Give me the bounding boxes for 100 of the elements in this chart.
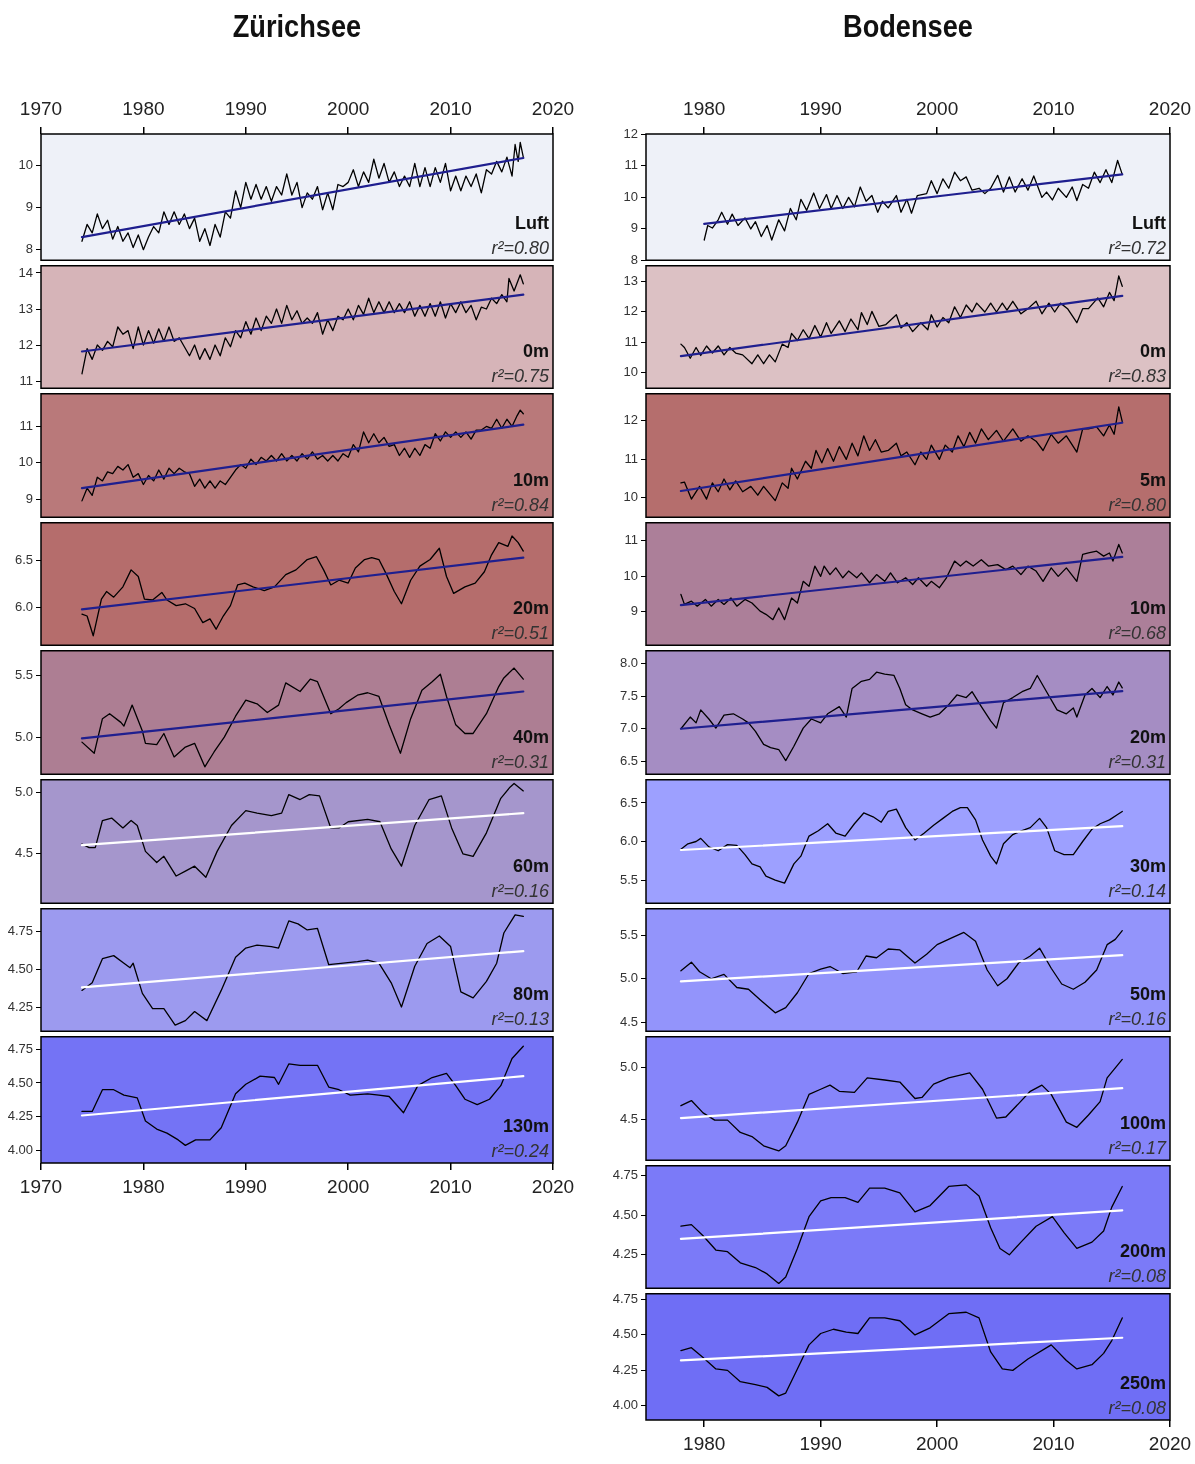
- annotation: 200m: [1119, 1241, 1166, 1262]
- y-tick-label: 6.0: [14, 599, 33, 615]
- y-tick-label: 4.25: [612, 1246, 638, 1262]
- y-tick-label: 4.25: [7, 1108, 33, 1124]
- y-tick-label: 4.5: [619, 1014, 638, 1030]
- chart-title: Bodensee: [842, 8, 974, 45]
- x-tick-label: 1970: [19, 97, 63, 119]
- x-tick-label: 2000: [327, 1175, 370, 1197]
- y-tick-label: 8: [630, 251, 638, 267]
- y-tick-label: 5.5: [619, 926, 638, 942]
- x-tick-label: 2010: [429, 1175, 472, 1197]
- y-tick-label: 13: [623, 272, 638, 288]
- y-tick-label: 4.50: [7, 960, 33, 976]
- x-tick-label: 2020: [531, 1175, 575, 1197]
- y-tick-label: 9: [25, 490, 33, 506]
- chart-title: Zürichsee: [231, 8, 363, 45]
- y-tick-label: 10: [623, 489, 638, 505]
- y-tick-label: 12: [18, 336, 33, 352]
- y-tick-label: 4.5: [619, 1110, 638, 1126]
- y-tick-label: 10: [623, 188, 638, 204]
- annotation: 20m: [1129, 727, 1166, 748]
- annotation: r²=0.31: [1108, 752, 1166, 773]
- annotation: r²=0.24: [491, 1141, 549, 1161]
- y-tick-label: 4.25: [7, 998, 33, 1014]
- annotation: r²=0.17: [1108, 1138, 1167, 1159]
- y-tick-label: 10: [623, 567, 638, 583]
- y-tick-label: 13: [18, 300, 33, 316]
- y-tick-label: 6.5: [619, 752, 638, 768]
- annotation: r²=0.14: [1108, 881, 1166, 902]
- x-tick-label: 1990: [799, 1432, 842, 1454]
- annotation: r²=0.75: [491, 366, 550, 387]
- annotation: r²=0.08: [1108, 1266, 1166, 1287]
- annotation: 0m: [1139, 341, 1166, 362]
- annotation: r²=0.84: [491, 495, 549, 516]
- annotation: 0m: [522, 341, 549, 362]
- annotation: 130m: [502, 1116, 549, 1136]
- annotation: r²=0.13: [491, 1009, 549, 1030]
- x-tick-label: 1980: [122, 97, 165, 119]
- annotation: 50m: [1129, 984, 1166, 1005]
- y-tick-label: 4.50: [7, 1074, 33, 1090]
- y-tick-label: 12: [623, 412, 638, 428]
- y-tick-label: 4.75: [7, 1040, 33, 1056]
- y-tick-label: 11: [19, 372, 33, 388]
- y-tick-label: 14: [18, 264, 33, 280]
- x-tick-label: 2000: [915, 1432, 959, 1454]
- y-tick-label: 6.5: [14, 552, 33, 568]
- annotation: r²=0.83: [1108, 366, 1166, 387]
- x-tick-label: 2010: [1032, 97, 1075, 119]
- y-tick-label: 4.5: [14, 845, 33, 861]
- annotation: r²=0.31: [491, 752, 549, 773]
- y-tick-label: 10: [623, 364, 638, 380]
- y-tick-label: 10: [18, 454, 33, 470]
- x-tick-label: 2010: [429, 97, 472, 119]
- x-tick-label: 1980: [683, 1432, 726, 1454]
- y-tick-label: 11: [624, 532, 638, 548]
- annotation: Luft: [1132, 213, 1166, 234]
- x-tick-label: 1970: [19, 1175, 63, 1197]
- y-tick-label: 9: [25, 199, 33, 215]
- annotation: r²=0.51: [491, 623, 549, 644]
- annotation: r²=0.16: [1108, 1009, 1167, 1030]
- x-tick-label: 2020: [1148, 97, 1192, 119]
- y-tick-label: 4.00: [612, 1397, 638, 1413]
- y-tick-label: 11: [624, 333, 638, 349]
- x-tick-label: 1980: [122, 1175, 165, 1197]
- annotation: 30m: [1129, 856, 1166, 877]
- annotation: r²=0.68: [1108, 623, 1166, 644]
- y-tick-label: 8.0: [619, 655, 638, 671]
- y-tick-label: 9: [630, 603, 638, 619]
- x-tick-label: 1990: [224, 97, 267, 119]
- x-tick-label: 1990: [224, 1175, 267, 1197]
- y-tick-label: 8: [25, 241, 33, 257]
- x-tick-label: 1980: [683, 97, 726, 119]
- y-tick-label: 5.0: [14, 728, 33, 744]
- y-tick-label: 11: [624, 157, 638, 173]
- y-tick-label: 5.5: [14, 667, 33, 683]
- annotation: 80m: [512, 984, 549, 1005]
- y-tick-label: 6.5: [619, 794, 638, 810]
- annotation: r²=0.08: [1108, 1398, 1166, 1418]
- x-tick-label: 2020: [1148, 1432, 1192, 1454]
- y-tick-label: 11: [624, 450, 638, 466]
- y-tick-label: 9: [630, 220, 638, 236]
- annotation: 60m: [512, 856, 549, 877]
- y-tick-label: 5.0: [14, 783, 33, 799]
- y-tick-label: 4.50: [612, 1326, 638, 1342]
- x-tick-label: 2000: [915, 97, 959, 119]
- x-tick-label: 2010: [1032, 1432, 1075, 1454]
- y-tick-label: 7.5: [619, 687, 638, 703]
- y-tick-label: 4.75: [612, 1291, 638, 1307]
- x-tick-label: 2000: [327, 97, 370, 119]
- annotation: 10m: [512, 470, 549, 491]
- y-tick-label: 5.0: [619, 970, 638, 986]
- annotation: 100m: [1119, 1113, 1166, 1134]
- y-tick-label: 7.0: [619, 720, 638, 736]
- y-tick-label: 4.75: [612, 1166, 638, 1182]
- y-tick-label: 6.0: [619, 833, 638, 849]
- annotation: Luft: [515, 213, 549, 234]
- annotation: 20m: [512, 598, 549, 619]
- y-tick-label: 11: [19, 418, 33, 434]
- y-tick-label: 4.50: [612, 1206, 638, 1222]
- x-tick-label: 2020: [531, 97, 575, 119]
